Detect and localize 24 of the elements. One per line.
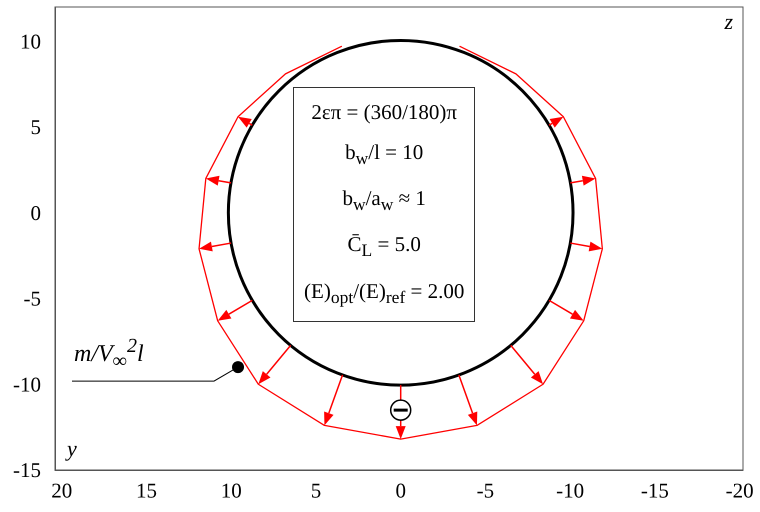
x-tick-label: -5 bbox=[476, 478, 494, 502]
x-tick-label: 15 bbox=[136, 478, 158, 502]
y-tick-label: 5 bbox=[30, 115, 41, 140]
line-series bbox=[198, 46, 603, 440]
annotation: (E)$_{opt}$/(E)$_{ref}$ = 2.00 bbox=[304, 278, 464, 309]
x-tick-label: 0 bbox=[395, 478, 406, 502]
x-tick-label: -15 bbox=[640, 478, 669, 502]
y-tick-label: -10 bbox=[13, 372, 41, 396]
y-tick-label: -5 bbox=[24, 286, 41, 311]
y-tick-label: -15 bbox=[13, 458, 41, 482]
annotation: b$_{w}$/l = 10 bbox=[344, 139, 424, 170]
x-tick-label: 5 bbox=[310, 478, 322, 502]
x-tick-label: 10 bbox=[220, 478, 242, 502]
annotation: C̄$_{L}$ = 5.0 bbox=[346, 231, 422, 263]
annotation: m/V$_{∞}$$^{2}$l bbox=[74, 335, 144, 373]
x-tick-label: -20 bbox=[726, 478, 754, 502]
annotation: 2επ = (360/180)π bbox=[310, 99, 458, 126]
y-tick-label: 0 bbox=[30, 200, 41, 225]
y-tick-label: 10 bbox=[20, 29, 41, 54]
y-axis-title: z bbox=[724, 9, 733, 35]
x-tick-label: 20 bbox=[51, 478, 72, 502]
x-tick-label: -10 bbox=[556, 478, 584, 502]
x-axis-title: y bbox=[67, 436, 77, 462]
annotation: b$_{w}$/a$_{w}$ ≈ 1 bbox=[341, 185, 427, 216]
